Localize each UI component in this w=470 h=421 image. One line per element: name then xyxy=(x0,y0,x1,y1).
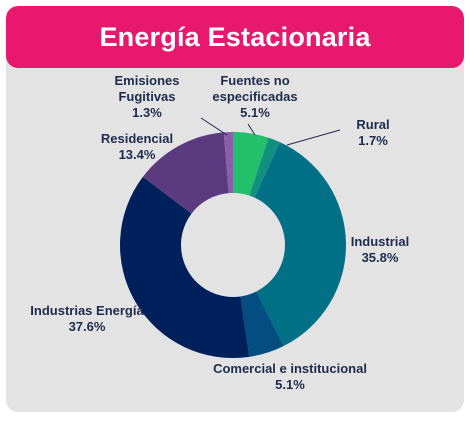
slice-value-label: 37.6% xyxy=(69,319,106,334)
slice-emisiones-fugitivas xyxy=(223,132,233,194)
slice-value-label: 13.4% xyxy=(119,147,156,162)
slice-name-label: Comercial e institucional xyxy=(213,361,367,376)
leader-line xyxy=(200,117,228,136)
slice-name-label: Fugitivas xyxy=(118,89,175,104)
slice-value-label: 1.3% xyxy=(132,105,162,120)
slice-value-label: 5.1% xyxy=(240,105,270,120)
slice-rural xyxy=(249,137,280,198)
slice-name-label: Residencial xyxy=(101,131,173,146)
slice-residencial xyxy=(142,132,229,214)
slice-name-label: especificadas xyxy=(212,89,297,104)
slice-name-label: Industrial xyxy=(351,234,410,249)
chart-title: Energía Estacionaria xyxy=(99,21,371,52)
slice-value-label: 5.1% xyxy=(275,377,305,392)
leader-line xyxy=(286,129,341,146)
slice-name-label: Emisiones xyxy=(114,73,179,88)
leader-line xyxy=(247,123,256,136)
slice-labels: Fuentes noespecificadas5.1%Rural1.7%Indu… xyxy=(30,73,409,392)
slice-comercial-e-institucional xyxy=(240,291,284,357)
slice-fuentes-no-especificadas xyxy=(233,132,269,196)
leader-lines xyxy=(200,117,341,146)
header-bar: Energía Estacionaria xyxy=(6,6,464,68)
slice-value-label: 1.7% xyxy=(358,133,388,148)
slice-name-label: Rural xyxy=(356,117,389,132)
donut-slices xyxy=(119,132,347,358)
slice-value-label: 35.8% xyxy=(362,250,399,265)
slice-name-label: Industrias Energía xyxy=(30,303,144,318)
slice-industrias-energ-a xyxy=(119,176,250,358)
slice-industrial xyxy=(254,142,347,347)
slice-name-label: Fuentes no xyxy=(220,73,289,88)
